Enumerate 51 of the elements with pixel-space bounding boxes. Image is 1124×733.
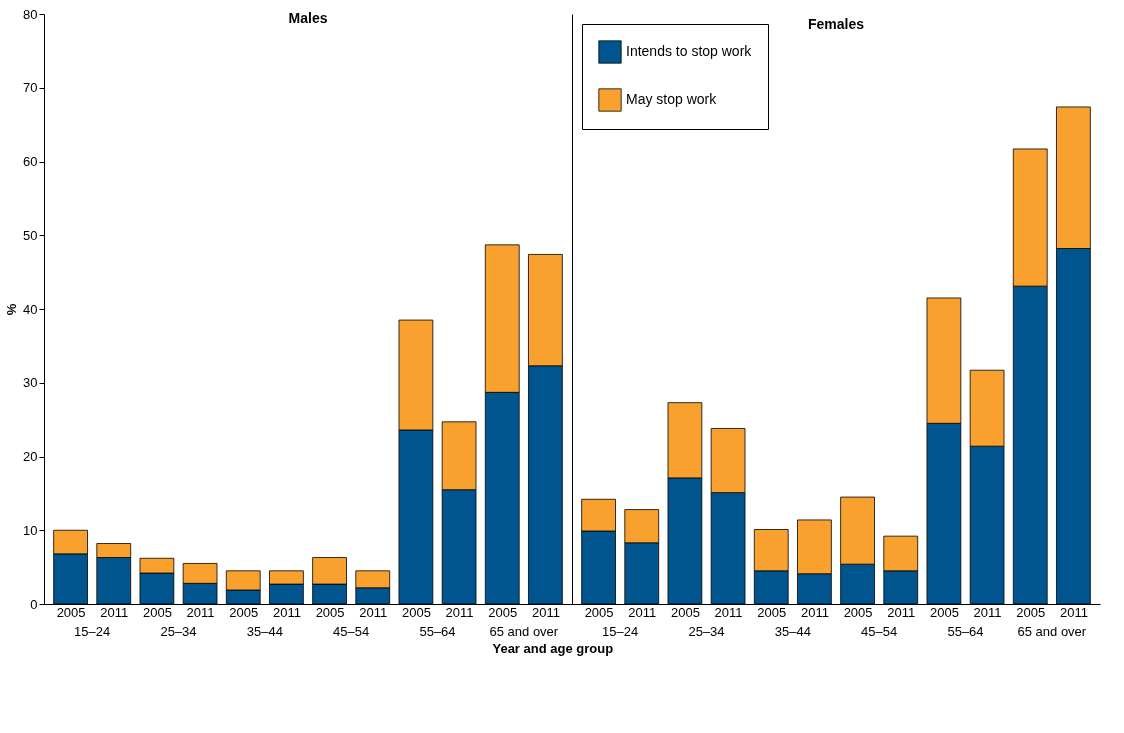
x-tick-label: 2005 <box>488 604 518 620</box>
x-tick-label: 2005 <box>584 604 614 620</box>
y-tick-label: 80 <box>23 6 38 22</box>
text: 65 and over <box>489 624 559 639</box>
x-tick-label: 2011 <box>628 604 657 620</box>
y-tick-label: 70 <box>23 80 38 96</box>
x-tick-label: 2011 <box>887 604 916 620</box>
x-tick-label: 2005 <box>757 604 787 620</box>
x-tick-label: 2005 <box>315 604 345 620</box>
text: 45–54 <box>333 624 370 639</box>
text: 45–54 <box>861 624 898 639</box>
x-tick-label: 2011 <box>100 604 129 620</box>
x-tick-label: 2011 <box>1059 604 1088 620</box>
x-tick-label: 2005 <box>229 604 259 620</box>
text: 35–44 <box>774 624 811 639</box>
x-tick-label: 2005 <box>843 604 873 620</box>
x-tick-label: 2011 <box>714 604 743 620</box>
y-axis-title: % <box>4 303 20 316</box>
x-tick-label: 2005 <box>929 604 959 620</box>
x-tick-label: 2011 <box>272 604 301 620</box>
x-tick-label: 2005 <box>1016 604 1046 620</box>
x-tick-label: 2005 <box>670 604 700 620</box>
x-tick-label: 2011 <box>359 604 388 620</box>
text: 35–44 <box>246 624 283 639</box>
text: 15–24 <box>602 624 639 639</box>
chart-title: Females <box>807 16 865 32</box>
x-tick-label: 2005 <box>142 604 172 620</box>
x-tick-label: 2011 <box>531 604 560 620</box>
x-tick-label: 2005 <box>401 604 431 620</box>
y-tick-label: 10 <box>23 522 38 538</box>
legend-label: May stop work <box>626 91 718 107</box>
text: 55–64 <box>419 624 456 639</box>
y-tick-label: 0 <box>30 596 38 612</box>
x-tick-label: 2011 <box>800 604 829 620</box>
x-tick-label: 2011 <box>445 604 474 620</box>
x-tick-label: 2011 <box>973 604 1002 620</box>
y-tick-label: 60 <box>23 154 38 169</box>
y-tick-label: 40 <box>23 301 38 317</box>
text: 25–34 <box>160 624 197 639</box>
text: 55–64 <box>947 624 984 639</box>
legend-label: Intends to stop work <box>626 43 753 59</box>
y-tick-label: 50 <box>23 227 38 243</box>
y-tick-label: 30 <box>23 375 38 391</box>
text: 65 and over <box>1017 624 1087 639</box>
text: 15–24 <box>74 624 111 639</box>
text: 25–34 <box>688 624 725 639</box>
chart-title: Males <box>288 10 328 26</box>
x-axis-title: Year and age group <box>492 641 614 656</box>
x-tick-label: 2011 <box>186 604 215 620</box>
y-tick-label: 20 <box>23 449 38 464</box>
x-tick-label: 2005 <box>56 604 86 620</box>
